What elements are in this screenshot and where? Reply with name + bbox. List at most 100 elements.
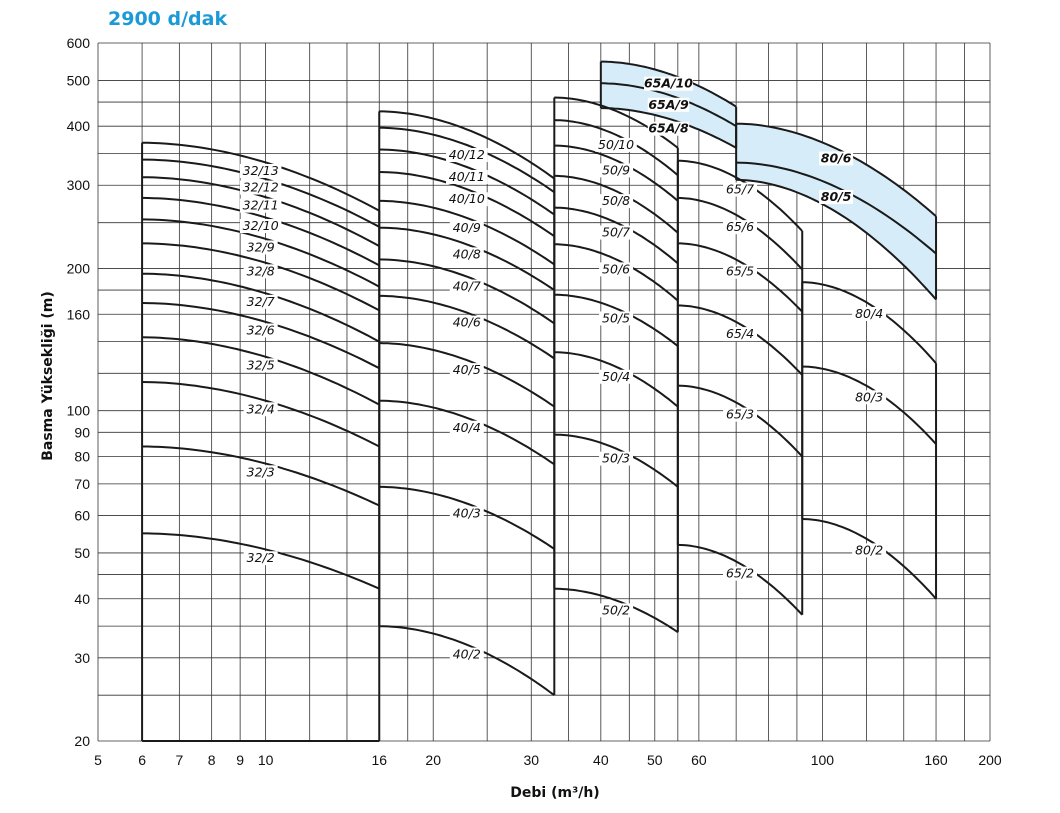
series-line — [379, 110, 555, 180]
x-tick-label: 6 — [138, 752, 146, 768]
x-tick-label: 160 — [924, 752, 948, 768]
series-line — [554, 587, 679, 633]
label-background — [647, 97, 690, 112]
chart-title: 2900 d/dak — [108, 8, 228, 30]
series-label: 80/5 — [821, 189, 852, 204]
label-background — [599, 451, 634, 466]
series-label: 50/7 — [602, 225, 630, 240]
series-line — [379, 171, 555, 238]
x-tick-label: 10 — [258, 752, 274, 768]
series-line — [554, 243, 679, 302]
label-background — [449, 315, 484, 330]
series-line — [802, 281, 937, 364]
curve-labels: 32/2 32/3 32/4 32/5 32/6 32/7 32/8 32/9 32/10 32/… — [239, 76, 887, 662]
label-background — [723, 264, 758, 279]
series-line — [802, 518, 937, 600]
label-background — [599, 194, 634, 209]
label-background — [239, 219, 282, 234]
y-tick-label: 600 — [67, 35, 91, 51]
x-tick-label: 7 — [175, 752, 183, 768]
label-background — [446, 192, 488, 207]
series-label: 50/2 — [602, 602, 630, 617]
series-line — [600, 107, 737, 149]
label-background — [449, 220, 484, 235]
series-line — [142, 218, 380, 288]
series-label: 65/7 — [726, 182, 754, 197]
series-label: 32/3 — [247, 464, 275, 479]
label-background — [599, 262, 634, 277]
label-background — [599, 369, 634, 384]
y-tick-label: 100 — [67, 403, 91, 419]
series-line — [736, 161, 937, 255]
y-tick-label: 500 — [67, 72, 91, 88]
series-label: 65/3 — [726, 407, 754, 422]
label-background — [643, 76, 693, 91]
x-tick-label: 16 — [371, 752, 387, 768]
x-tick-label: 50 — [647, 752, 663, 768]
series-label: 80/2 — [855, 542, 883, 557]
label-background — [239, 198, 282, 213]
series-line — [736, 178, 937, 301]
series-line — [554, 206, 679, 265]
series-label: 40/12 — [449, 147, 485, 162]
label-background — [599, 225, 634, 240]
series-line — [379, 148, 555, 216]
label-background — [243, 465, 278, 480]
label-background — [449, 247, 484, 262]
label-background — [446, 148, 488, 163]
label-background — [449, 506, 484, 521]
x-tick-label: 100 — [811, 752, 835, 768]
series-line — [379, 294, 555, 360]
x-tick-label: 9 — [236, 752, 244, 768]
y-tick-label: 50 — [74, 545, 90, 561]
label-background — [723, 327, 758, 342]
x-tick-label: 5 — [94, 752, 102, 768]
series-label: 65A/10 — [644, 76, 693, 91]
series-line — [677, 304, 803, 376]
series-line — [677, 196, 803, 271]
x-tick-label: 40 — [593, 752, 609, 768]
series-label: 50/4 — [602, 369, 630, 384]
series-line — [379, 485, 555, 550]
series-label: 65/6 — [726, 219, 754, 234]
series-line — [677, 384, 803, 458]
label-background — [446, 169, 488, 184]
series-label: 40/10 — [449, 191, 485, 206]
x-tick-label: 60 — [691, 752, 707, 768]
label-background — [852, 306, 887, 321]
series-line — [600, 82, 737, 128]
series-label: 80/3 — [855, 389, 883, 404]
series-line — [379, 399, 555, 466]
series-label: 40/8 — [453, 246, 481, 261]
series-label: 40/3 — [453, 505, 481, 520]
series-label: 40/2 — [453, 647, 481, 662]
series-label: 40/11 — [449, 169, 485, 184]
x-tick-label: 200 — [978, 752, 1002, 768]
y-tick-label: 80 — [74, 449, 90, 465]
series-line — [554, 119, 679, 176]
label-background — [243, 294, 278, 309]
label-background — [449, 647, 484, 662]
label-background — [243, 402, 278, 417]
series-label: 50/8 — [602, 193, 630, 208]
y-tick-label: 60 — [74, 508, 90, 524]
series-line — [142, 176, 380, 247]
label-background — [599, 311, 634, 326]
series-line — [379, 342, 555, 408]
series-line — [379, 625, 555, 697]
series-line — [142, 242, 380, 312]
x-tick-label: 20 — [425, 752, 441, 768]
label-background — [723, 407, 758, 422]
label-background — [647, 121, 690, 136]
label-background — [723, 566, 758, 581]
series-line — [379, 126, 555, 194]
label-background — [239, 180, 282, 195]
series-label: 65/4 — [726, 326, 754, 341]
series-line — [142, 532, 380, 590]
label-background — [723, 182, 758, 197]
y-tick-label: 30 — [74, 650, 90, 666]
series-label: 32/7 — [247, 294, 275, 309]
series-line — [379, 199, 555, 266]
label-background — [852, 543, 887, 558]
